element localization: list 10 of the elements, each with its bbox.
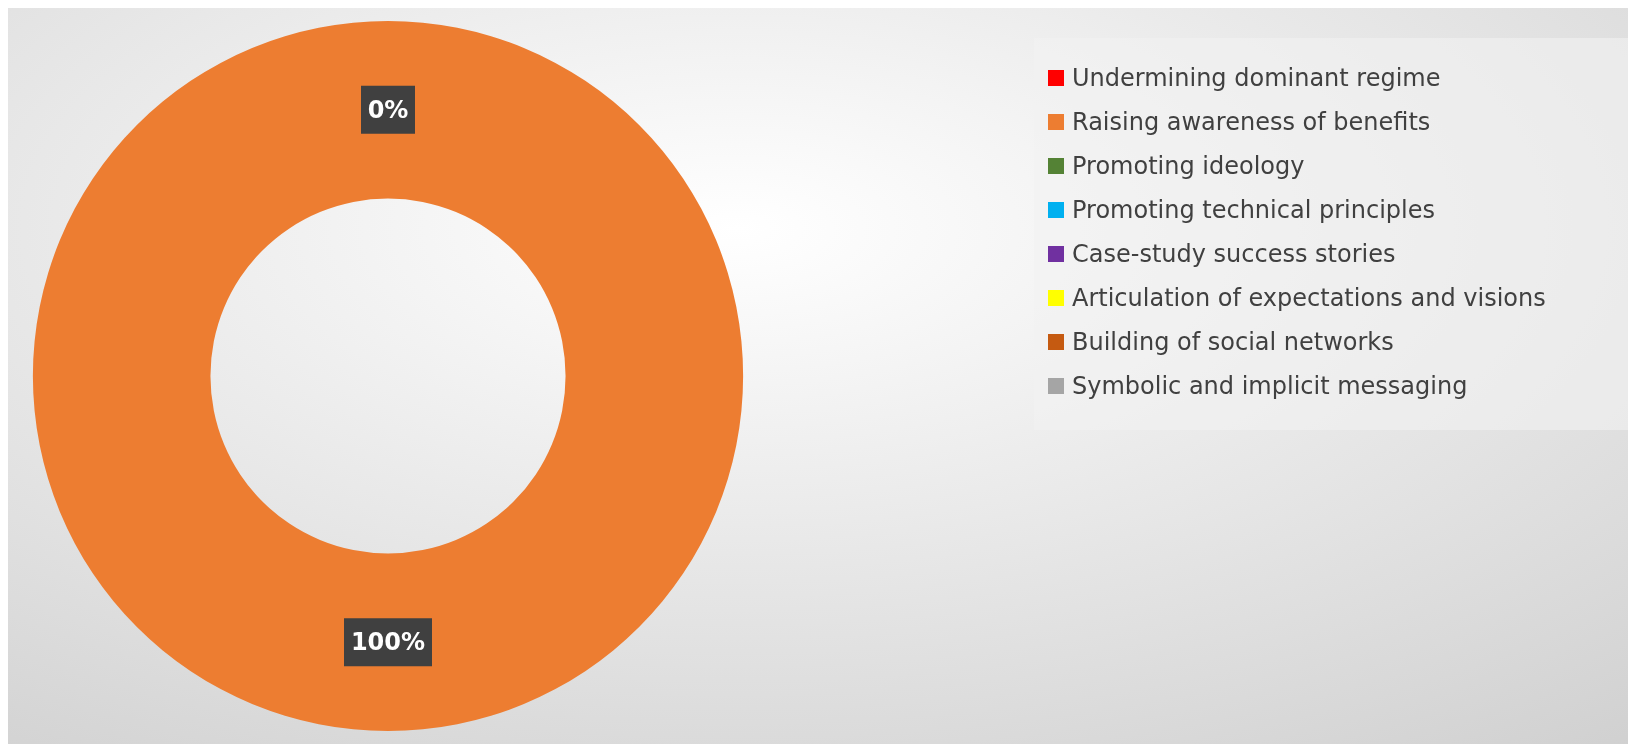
- legend-label: Undermining dominant regime: [1072, 64, 1441, 92]
- legend-label: Raising awareness of benefits: [1072, 108, 1431, 136]
- data-label: 100%: [350, 628, 426, 657]
- legend-label: Building of social networks: [1072, 328, 1394, 356]
- legend-label: Case-study success stories: [1072, 240, 1396, 268]
- legend-label: Promoting technical principles: [1072, 196, 1435, 224]
- legend-label: Promoting ideology: [1072, 152, 1305, 180]
- legend-label: Articulation of expectations and visions: [1072, 284, 1546, 312]
- legend-label: Symbolic and implicit messaging: [1072, 372, 1468, 400]
- text: 0%: [367, 95, 409, 124]
